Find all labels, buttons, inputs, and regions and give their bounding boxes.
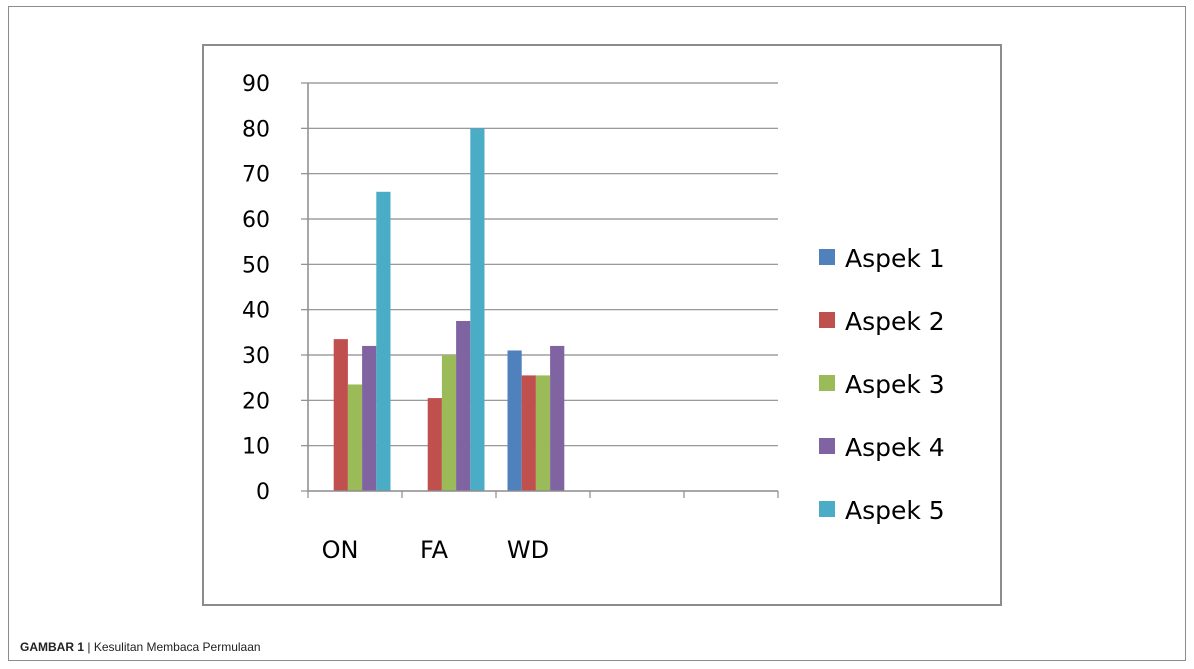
y-tick-label: 20 [242,389,270,414]
caption-text: Kesulitan Membaca Permulaan [93,640,261,654]
bar-aspek-3-fa [441,355,457,491]
y-tick-label: 80 [242,117,270,142]
y-tick-label: 70 [242,163,270,188]
bar-aspek-4-on [362,345,377,491]
figure-caption: GAMBAR 1 | Kesulitan Membaca Permulaan [20,640,261,654]
bar-aspek-2-wd [521,375,536,491]
y-tick-label: 40 [242,299,270,324]
legend: Aspek 1 Aspek 2 Aspek 3 Aspek 4 Aspek 5 [819,244,945,525]
legend-swatch [819,501,835,517]
x-tick-label: FA [420,536,449,564]
chart-container [202,44,1002,606]
legend-swatch [819,312,835,328]
x-tick-label: WD [507,536,549,564]
bar-aspek-5-on [376,191,391,492]
y-tick-label: 60 [242,208,270,233]
axes [301,82,779,498]
legend-swatch [819,249,835,265]
legend-label: Aspek 3 [845,370,945,399]
figure-frame [8,6,1186,661]
legend-label: Aspek 1 [845,244,945,273]
legend-label: Aspek 5 [845,496,945,525]
bar-aspek-1-wd [507,350,522,491]
legend-swatch [819,438,835,454]
y-tick-label: 50 [242,253,270,278]
caption-separator: | [84,640,94,654]
x-tick-labels: ON FA WD [322,536,550,564]
legend-swatch [819,375,835,391]
y-tick-label: 90 [242,72,270,97]
bars [333,128,565,492]
bar-aspek-4-wd [550,345,565,491]
y-tick-labels: 0 10 20 30 40 50 60 70 80 90 [242,72,270,505]
legend-label: Aspek 2 [845,307,945,336]
y-tick-label: 0 [256,480,270,505]
bar-aspek-2-on [333,339,348,491]
caption-label: GAMBAR 1 [20,640,85,654]
bar-aspek-5-fa [470,128,485,492]
bar-aspek-2-fa [427,398,442,491]
y-tick-label: 10 [242,435,270,460]
bar-aspek-3-wd [535,375,551,491]
y-tick-label: 30 [242,344,270,369]
legend-label: Aspek 4 [845,433,945,462]
bar-aspek-4-fa [456,321,471,491]
x-tick-label: ON [322,536,359,564]
bar-aspek-3-on [347,384,363,491]
